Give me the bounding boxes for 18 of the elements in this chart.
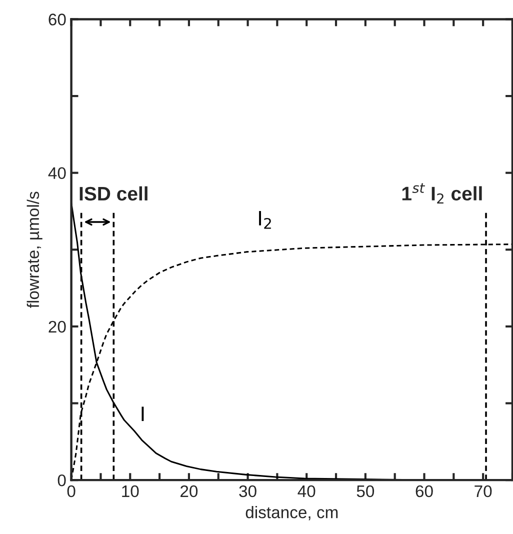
x-axis-title: distance, cm (246, 506, 338, 520)
x-tick-label: 70 (474, 485, 492, 498)
x-tick-label: 40 (298, 485, 316, 498)
x-tick-label: 0 (67, 485, 76, 498)
x-tick-label: 50 (356, 485, 374, 498)
y-tick-label: 0 (58, 474, 66, 486)
ref-line-label: ISD cell (80, 186, 148, 201)
x-tick-label: 60 (416, 485, 433, 498)
x-tick-label: 10 (122, 485, 139, 498)
series-label: I$_{2}$ (259, 211, 271, 229)
ref-line-label: 1$^{st}$ I$_{2}$ cell (402, 183, 482, 204)
series-label: I (142, 406, 144, 422)
x-tick-label: 30 (239, 485, 256, 498)
y-tick-label: 40 (48, 167, 66, 180)
y-axis-title: flowrate, µmol/s (26, 192, 42, 308)
y-tick-label: 20 (48, 320, 66, 333)
y-tick-label: 60 (48, 14, 66, 26)
x-tick-label: 20 (180, 485, 198, 498)
